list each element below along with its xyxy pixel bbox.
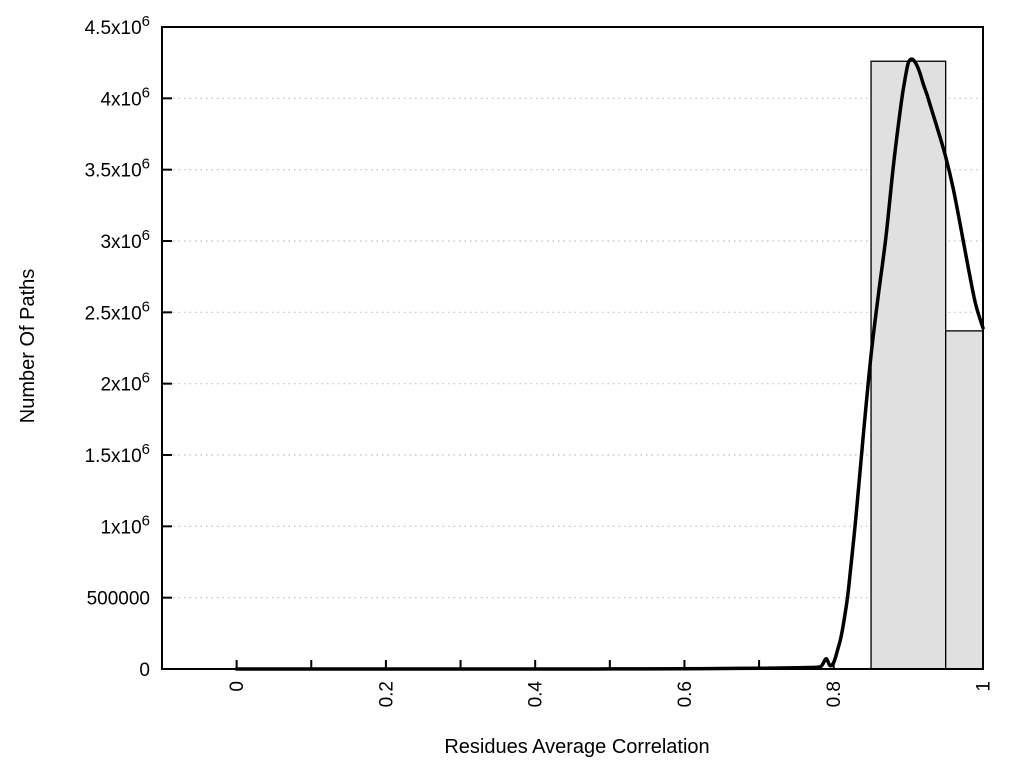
y-tick-label: 500000 [87, 589, 150, 610]
x-tick-label: 0.6 [675, 681, 696, 707]
plot-border [161, 26, 984, 670]
y-tick-label: 2.5x106 [85, 298, 150, 324]
x-tick-label: 0.8 [824, 681, 845, 707]
y-tick-label: 3.5x106 [85, 156, 150, 182]
axis-ticks [162, 26, 984, 670]
histogram-bar [945, 330, 984, 670]
y-tick-label: 0 [139, 660, 150, 681]
y-tick-label: 1.5x106 [85, 441, 150, 467]
y-tick-label: 4.5x106 [85, 13, 150, 39]
y-tick-label: 3x106 [100, 227, 150, 253]
x-tick-label: 0.2 [376, 681, 397, 707]
y-tick-label: 2x106 [100, 370, 150, 396]
tick-labels: 0 500000 1x106 1.5x106 2x106 2.5x106 3x106 3.5x… [85, 13, 995, 707]
y-tick-label: 4x106 [100, 84, 150, 110]
x-tick-label: 0 [227, 681, 248, 692]
y-axis-title: Number Of Paths [17, 269, 39, 424]
y-tick-label: 1x106 [100, 512, 150, 538]
fit-curve-path [234, 57, 985, 671]
histogram-bar [870, 60, 947, 670]
x-tick-label: 0.4 [526, 681, 547, 708]
gridlines [162, 97, 983, 599]
x-tick-label: 1 [974, 681, 995, 692]
x-axis-title: Residues Average Correlation [444, 736, 709, 758]
histogram-bars [870, 60, 984, 670]
axis-titles: Number Of Paths Residues Average Correla… [17, 269, 710, 758]
fit-curve-layer [234, 57, 985, 671]
